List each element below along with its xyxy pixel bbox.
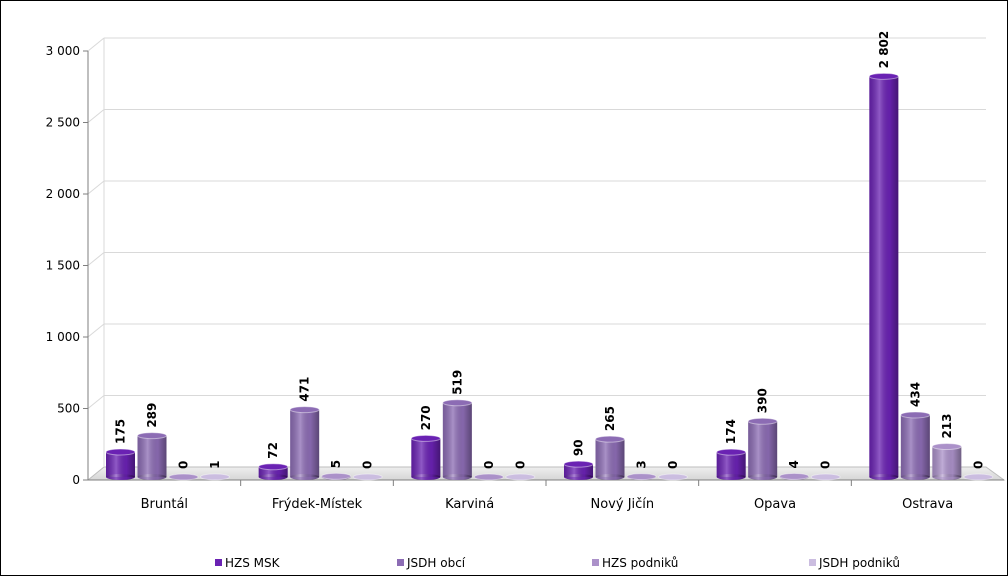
legend-item-hzs-podniku: HZS podniků xyxy=(592,556,678,570)
gridline-depth xyxy=(87,180,105,195)
x-tick-label-frydek-mistek: Frýdek-Místek xyxy=(272,497,363,512)
y-tick-label: 500 xyxy=(57,402,80,416)
bar-novy-jicin-hzs-podniku xyxy=(626,473,657,481)
data-label-ostrava-jsdh-obci: 434 xyxy=(908,382,922,407)
legend-label: JSDH podniků xyxy=(818,556,900,570)
bar-opava-jsdh-obci xyxy=(747,417,778,480)
bar-frydek-mistek-jsdh-obci xyxy=(289,406,320,480)
bar-ostrava-hzs-podniku xyxy=(931,443,962,480)
gridlines xyxy=(87,37,986,467)
legend-swatch xyxy=(809,559,816,566)
gridline-depth xyxy=(87,395,105,409)
bar-karvina-jsdh-podniku xyxy=(505,473,536,481)
bar-ostrava-jsdh-obci xyxy=(900,411,931,480)
gridline-depth xyxy=(87,37,105,52)
x-tick-label-bruntal: Bruntál xyxy=(141,497,188,512)
x-tick-label-ostrava: Ostrava xyxy=(902,497,953,512)
data-label-novy-jicin-hzs-msk: 90 xyxy=(572,439,586,456)
data-label-frydek-mistek-hzs-msk: 72 xyxy=(266,442,280,459)
legend-label: JSDH obcí xyxy=(406,556,466,570)
gridline-depth xyxy=(87,252,105,266)
x-tick-label-karvina: Karviná xyxy=(445,497,494,512)
gridline-depth xyxy=(87,323,105,338)
data-label-frydek-mistek-jsdh-obci: 471 xyxy=(298,377,312,402)
bar-frydek-mistek-hzs-msk xyxy=(258,463,289,480)
data-label-opava-jsdh-obci: 390 xyxy=(756,388,770,413)
data-label-novy-jicin-jsdh-podniku: 0 xyxy=(666,461,680,469)
data-label-karvina-hzs-podniku: 0 xyxy=(482,461,496,469)
bar-bruntal-hzs-podniku xyxy=(168,473,199,481)
legend-swatch xyxy=(592,559,599,566)
bar-opava-hzs-podniku xyxy=(779,472,810,480)
y-tick-label: 2 000 xyxy=(46,187,80,201)
x-tick-label-opava: Opava xyxy=(754,497,796,512)
y-tick-label: 1 500 xyxy=(46,259,80,273)
bar-frydek-mistek-jsdh-podniku xyxy=(352,473,383,481)
data-label-opava-hzs-podniku: 4 xyxy=(787,460,801,468)
data-label-bruntal-jsdh-podniku: 1 xyxy=(208,460,222,468)
data-label-ostrava-hzs-msk: 2 802 xyxy=(877,31,891,69)
legend: HZS MSK JSDH obcí HZS podniků JSDH podniků xyxy=(215,556,900,570)
legend-label: HZS podniků xyxy=(602,556,678,570)
legend-item-hzs-msk: HZS MSK xyxy=(215,556,281,570)
data-label-karvina-hzs-msk: 270 xyxy=(419,405,433,430)
bar-novy-jicin-jsdh-obci xyxy=(595,435,625,480)
data-label-karvina-jsdh-obci: 519 xyxy=(450,370,464,395)
data-label-karvina-jsdh-podniku: 0 xyxy=(513,461,527,469)
x-tick-label-novy-jicin: Nový Jičín xyxy=(591,497,655,512)
bar-karvina-jsdh-obci xyxy=(442,399,473,480)
legend-swatch xyxy=(215,559,222,566)
data-label-frydek-mistek-hzs-podniku: 5 xyxy=(329,460,343,468)
bar-frydek-mistek-hzs-podniku xyxy=(321,472,352,480)
bar-ostrava-hzs-msk xyxy=(868,72,899,480)
bar-opava-hzs-msk xyxy=(716,448,747,480)
data-label-novy-jicin-hzs-podniku: 3 xyxy=(635,460,649,468)
bar-opava-jsdh-podniku xyxy=(810,473,841,481)
data-label-novy-jicin-jsdh-obci: 265 xyxy=(603,406,617,431)
bars xyxy=(105,72,994,481)
bar-novy-jicin-hzs-msk xyxy=(563,460,594,480)
bar-novy-jicin-jsdh-podniku xyxy=(658,473,688,481)
data-label-ostrava-jsdh-podniku: 0 xyxy=(971,461,985,469)
data-labels: 175 289 0 1 72 471 5 0 270 519 0 0 90 265 3 0 174 390 4 0 2 … xyxy=(114,31,986,469)
data-label-frydek-mistek-jsdh-podniku: 0 xyxy=(361,461,375,469)
data-label-ostrava-hzs-podniku: 213 xyxy=(940,413,954,438)
bar-bruntal-jsdh-obci xyxy=(137,432,167,480)
y-tick-label: 3 000 xyxy=(46,44,80,58)
bar-bruntal-hzs-msk xyxy=(105,448,136,480)
data-label-opava-jsdh-podniku: 0 xyxy=(819,461,833,469)
legend-label: HZS MSK xyxy=(225,556,281,570)
bar-bruntal-jsdh-podniku xyxy=(200,473,230,481)
y-tick-label: 1 000 xyxy=(46,330,80,344)
y-tick-label: 0 xyxy=(72,473,80,487)
data-label-opava-hzs-msk: 174 xyxy=(724,419,738,444)
y-tick-label: 2 500 xyxy=(46,116,80,130)
legend-item-jsdh-podniku: JSDH podniků xyxy=(809,556,900,570)
data-label-bruntal-jsdh-obci: 289 xyxy=(145,403,159,428)
bar-karvina-hzs-msk xyxy=(410,434,441,480)
data-label-bruntal-hzs-podniku: 0 xyxy=(177,461,191,469)
gridline-depth xyxy=(87,109,105,123)
bar-karvina-hzs-podniku xyxy=(473,473,504,481)
legend-item-jsdh-obci: JSDH obcí xyxy=(397,556,466,570)
data-label-bruntal-hzs-msk: 175 xyxy=(114,419,128,444)
legend-swatch xyxy=(397,559,404,566)
bar-ostrava-jsdh-podniku xyxy=(963,473,994,481)
